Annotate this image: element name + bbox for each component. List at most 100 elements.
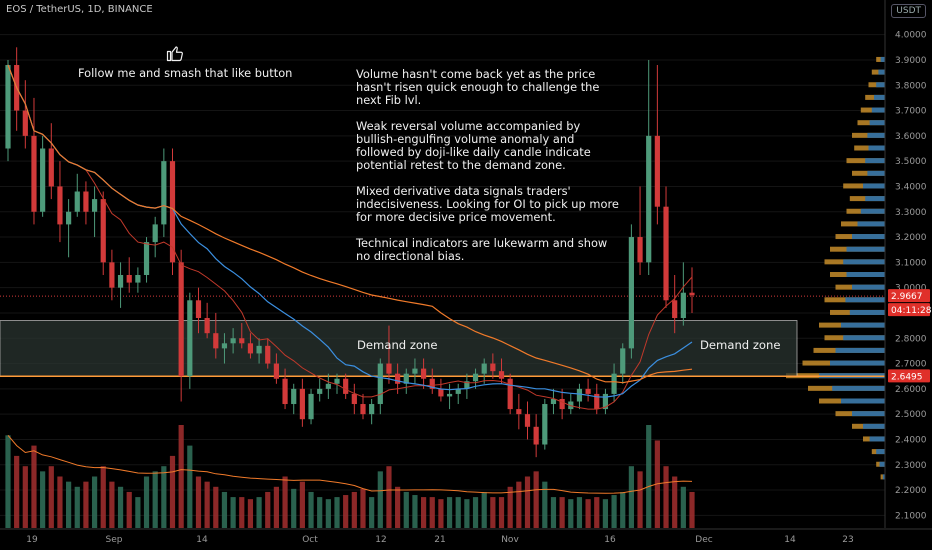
volume-bar xyxy=(282,476,288,528)
y-tick-label: 3.4000 xyxy=(895,182,927,192)
volume-bar xyxy=(265,491,271,528)
volume-profile-bar xyxy=(846,272,885,277)
volume-bar xyxy=(602,499,609,528)
demand-zone-label: Demand zone xyxy=(700,338,781,352)
candle-body xyxy=(31,135,37,212)
volume-profile-bar xyxy=(876,82,885,88)
volume-bar xyxy=(31,445,37,528)
volume-bar xyxy=(273,486,280,528)
volume-profile-bar xyxy=(871,107,885,113)
candle-body xyxy=(446,393,453,397)
currency-badge[interactable]: USDT xyxy=(891,4,926,18)
volume-bar xyxy=(299,481,305,528)
volume-bar xyxy=(117,486,124,528)
volume-profile-bar xyxy=(876,449,885,455)
support-price-tag: 2.6495 xyxy=(891,372,923,382)
candle-body xyxy=(533,426,539,445)
candle-body xyxy=(256,345,262,354)
volume-bar xyxy=(291,488,297,528)
volume-profile-bar xyxy=(860,208,885,214)
volume-bar xyxy=(481,491,487,528)
volume-bar xyxy=(247,499,254,528)
candle-body xyxy=(395,373,401,384)
candle-body xyxy=(343,378,349,394)
candle-body xyxy=(282,378,288,405)
candle-body xyxy=(576,388,583,402)
symbol-header[interactable]: EOS / TetherUS, 1D, BINANCE xyxy=(6,4,153,15)
volume-bar xyxy=(490,497,496,528)
volume-bar xyxy=(395,486,401,528)
volume-profile-bar xyxy=(874,94,885,100)
volume-bar xyxy=(221,491,228,528)
candle-body xyxy=(663,206,669,301)
countdown-tag: 04:11:28 xyxy=(891,306,932,316)
volume-profile-bar xyxy=(852,411,885,417)
volume-profile-bar xyxy=(849,309,885,315)
y-tick-label: 3.2000 xyxy=(895,233,927,243)
thumbs-up-icon xyxy=(166,46,183,62)
candle-body xyxy=(169,161,176,263)
volume-bar xyxy=(57,476,63,528)
volume-profile-bar xyxy=(830,360,885,366)
volume-bar xyxy=(213,486,219,528)
y-tick-label: 2.3000 xyxy=(895,461,927,471)
volume-bar xyxy=(48,466,54,528)
candle-body xyxy=(481,363,487,374)
candle-body xyxy=(386,363,392,374)
x-tick-label: Dec xyxy=(695,535,712,545)
candle-body xyxy=(195,300,202,319)
volume-ma-line xyxy=(7,434,693,494)
y-tick-label: 3.0000 xyxy=(895,284,927,294)
volume-bar xyxy=(178,425,184,528)
y-tick-label: 3.9000 xyxy=(895,56,927,66)
candle-body xyxy=(611,373,617,394)
volume-bar xyxy=(239,497,245,528)
candle-body xyxy=(57,186,63,225)
note-paragraph: Volume hasn't come back yet as the price… xyxy=(356,67,600,107)
y-tick-label: 3.7000 xyxy=(895,107,927,117)
y-tick-label: 2.1000 xyxy=(895,511,927,521)
volume-bar xyxy=(403,491,409,528)
x-tick-label: 12 xyxy=(375,535,386,545)
volume-profile-bar xyxy=(841,398,885,404)
volume-bar xyxy=(40,471,46,528)
candle-body xyxy=(213,333,219,349)
volume-bar xyxy=(533,471,539,528)
candle-body xyxy=(646,135,652,263)
candle-body xyxy=(152,224,158,243)
volume-bar xyxy=(585,499,591,528)
volume-bar xyxy=(689,491,695,528)
candle-body xyxy=(74,191,80,212)
volume-bar xyxy=(516,481,522,528)
volume-profile-bar xyxy=(857,221,885,227)
y-tick-label: 3.8000 xyxy=(895,81,927,91)
volume-bar xyxy=(550,497,557,528)
volume-profile-bar xyxy=(880,56,885,62)
y-tick-label: 2.8000 xyxy=(895,334,927,344)
candle-body xyxy=(325,383,331,389)
volume-profile-bar xyxy=(846,246,885,252)
ma-line-red xyxy=(7,64,693,410)
candle-body xyxy=(420,368,427,379)
candle-body xyxy=(265,345,271,364)
volume-bar xyxy=(620,491,626,528)
candle-body xyxy=(559,398,565,410)
candle-body xyxy=(83,191,89,212)
candle-body xyxy=(455,388,461,394)
volume-bar xyxy=(438,499,444,528)
candle-body xyxy=(602,393,609,410)
candle-body xyxy=(490,363,496,372)
countdown-tag-bg xyxy=(888,303,930,317)
candle-body xyxy=(317,388,323,394)
volume-bar xyxy=(169,455,176,528)
volume-bar xyxy=(559,497,565,528)
candle-body xyxy=(91,199,98,212)
candle-body xyxy=(247,343,254,354)
volume-bar xyxy=(143,476,150,528)
volume-profile-bar xyxy=(865,196,885,202)
support-price-tag-bg xyxy=(888,369,930,383)
candle-body xyxy=(680,292,686,319)
candle-body xyxy=(135,275,141,283)
candle-body xyxy=(204,318,210,334)
